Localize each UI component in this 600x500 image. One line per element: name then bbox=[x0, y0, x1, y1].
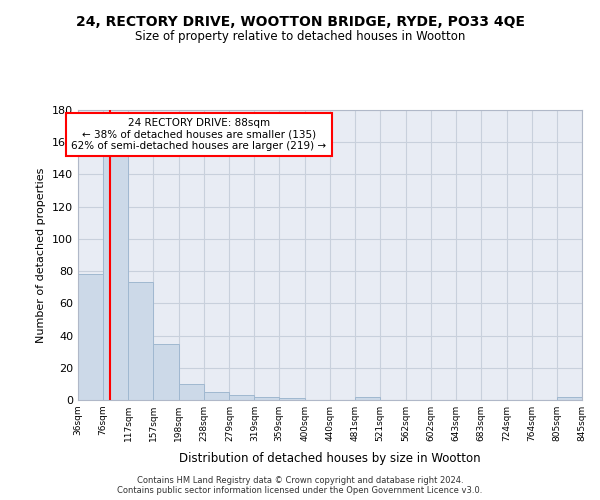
Bar bbox=[78, 274, 103, 400]
Text: Contains HM Land Registry data © Crown copyright and database right 2024.
Contai: Contains HM Land Registry data © Crown c… bbox=[118, 476, 482, 495]
Text: Size of property relative to detached houses in Wootton: Size of property relative to detached ho… bbox=[135, 30, 465, 43]
Text: 24, RECTORY DRIVE, WOOTTON BRIDGE, RYDE, PO33 4QE: 24, RECTORY DRIVE, WOOTTON BRIDGE, RYDE,… bbox=[76, 15, 524, 29]
Bar bbox=[204, 392, 229, 400]
Bar bbox=[557, 397, 582, 400]
Bar bbox=[279, 398, 305, 400]
Bar bbox=[254, 397, 279, 400]
Y-axis label: Number of detached properties: Number of detached properties bbox=[37, 168, 46, 342]
Bar bbox=[103, 155, 128, 400]
Bar bbox=[355, 397, 380, 400]
X-axis label: Distribution of detached houses by size in Wootton: Distribution of detached houses by size … bbox=[179, 452, 481, 466]
Text: 24 RECTORY DRIVE: 88sqm
← 38% of detached houses are smaller (135)
62% of semi-d: 24 RECTORY DRIVE: 88sqm ← 38% of detache… bbox=[71, 118, 326, 152]
Bar bbox=[179, 384, 204, 400]
Bar bbox=[229, 395, 254, 400]
Bar bbox=[128, 282, 154, 400]
Bar bbox=[154, 344, 179, 400]
